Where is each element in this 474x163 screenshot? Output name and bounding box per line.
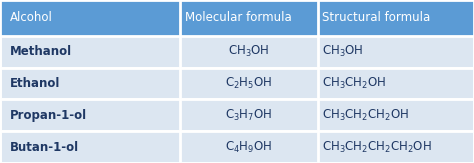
- FancyBboxPatch shape: [0, 68, 474, 99]
- Text: CH$_{3}$OH: CH$_{3}$OH: [322, 44, 364, 59]
- Text: Butan-1-ol: Butan-1-ol: [9, 141, 79, 154]
- FancyBboxPatch shape: [0, 99, 474, 131]
- Text: CH$_{3}$OH: CH$_{3}$OH: [228, 44, 270, 59]
- FancyBboxPatch shape: [0, 131, 474, 163]
- Text: Structural formula: Structural formula: [322, 11, 430, 24]
- Text: Propan-1-ol: Propan-1-ol: [9, 109, 87, 122]
- Text: CH$_{3}$CH$_{2}$OH: CH$_{3}$CH$_{2}$OH: [322, 76, 387, 91]
- Text: Alcohol: Alcohol: [9, 11, 52, 24]
- FancyBboxPatch shape: [0, 36, 474, 68]
- FancyBboxPatch shape: [0, 0, 474, 36]
- Text: C$_{2}$H$_{5}$OH: C$_{2}$H$_{5}$OH: [225, 76, 273, 91]
- Text: CH$_{3}$CH$_{2}$CH$_{2}$CH$_{2}$OH: CH$_{3}$CH$_{2}$CH$_{2}$CH$_{2}$OH: [322, 140, 432, 155]
- Text: Methanol: Methanol: [9, 45, 72, 58]
- Text: Ethanol: Ethanol: [9, 77, 60, 90]
- Text: Molecular formula: Molecular formula: [185, 11, 292, 24]
- Text: C$_{4}$H$_{9}$OH: C$_{4}$H$_{9}$OH: [225, 140, 273, 155]
- Text: CH$_{3}$CH$_{2}$CH$_{2}$OH: CH$_{3}$CH$_{2}$CH$_{2}$OH: [322, 108, 410, 123]
- Text: C$_{3}$H$_{7}$OH: C$_{3}$H$_{7}$OH: [225, 108, 273, 123]
